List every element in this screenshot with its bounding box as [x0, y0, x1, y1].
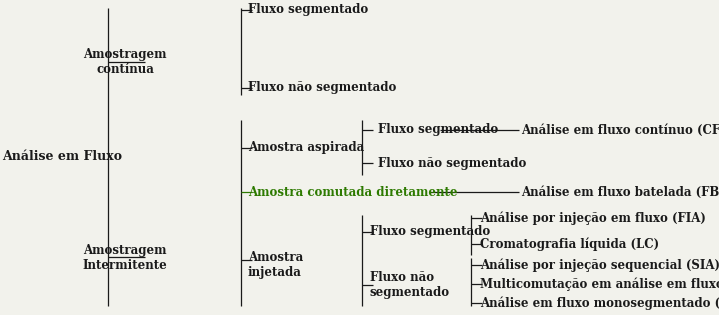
Text: Análise em fluxo batelada (FBA): Análise em fluxo batelada (FBA) [521, 186, 719, 198]
Text: Amostra
injetada: Amostra injetada [248, 251, 303, 279]
Text: Fluxo segmentado: Fluxo segmentado [370, 226, 490, 238]
Text: Análise em Fluxo: Análise em Fluxo [2, 151, 122, 163]
Text: Amostragem
contínua: Amostragem contínua [83, 48, 167, 76]
Text: Análise em fluxo monosegmentado (MSFA): Análise em fluxo monosegmentado (MSFA) [480, 296, 719, 310]
Text: Fluxo não segmentado: Fluxo não segmentado [248, 82, 396, 94]
Text: Amostragem
Intermitente: Amostragem Intermitente [83, 244, 168, 272]
Text: Análise por injeção em fluxo (FIA): Análise por injeção em fluxo (FIA) [480, 211, 706, 225]
Text: Fluxo segmentado: Fluxo segmentado [378, 123, 498, 136]
Text: Fluxo segmentado: Fluxo segmentado [248, 3, 368, 16]
Text: Análise em fluxo contínuo (CFA): Análise em fluxo contínuo (CFA) [521, 123, 719, 136]
Text: Fluxo não segmentado: Fluxo não segmentado [378, 157, 526, 169]
Text: Fluxo não
segmentado: Fluxo não segmentado [370, 271, 450, 299]
Text: Amostra comutada diretamente: Amostra comutada diretamente [248, 186, 457, 198]
Text: Amostra aspirada: Amostra aspirada [248, 141, 365, 154]
Text: Multicomutação em análise em fluxo (MCFA): Multicomutação em análise em fluxo (MCFA… [480, 277, 719, 291]
Text: Análise por injeção sequencial (SIA): Análise por injeção sequencial (SIA) [480, 258, 719, 272]
Text: Cromatografia líquida (LC): Cromatografia líquida (LC) [480, 237, 659, 251]
